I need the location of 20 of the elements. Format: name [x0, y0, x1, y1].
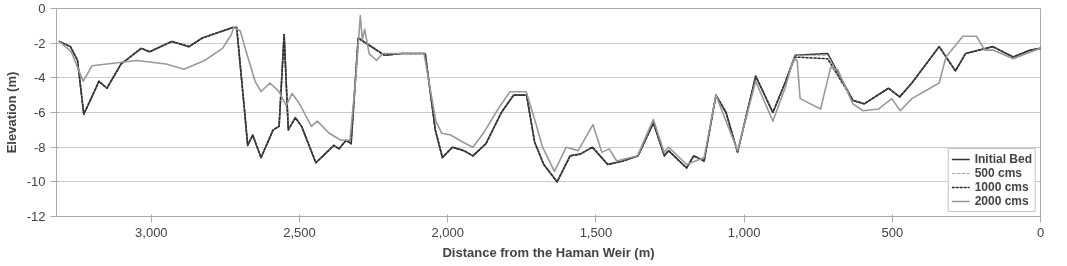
x-tick-label: 1,500: [579, 224, 613, 240]
y-tick-label: -12: [26, 209, 46, 224]
x-tick-label: 0: [1036, 224, 1045, 240]
y-tick-label: 0: [38, 1, 46, 16]
x-tick-label: 3,000: [135, 224, 168, 240]
x-tick-label: 1,000: [727, 224, 761, 240]
y-axis-title: Elevation (m): [3, 71, 19, 154]
y-tick-label: -6: [33, 105, 46, 120]
legend-label: 1000 cms: [974, 180, 1029, 194]
legend-label: 2000 cms: [974, 194, 1029, 208]
x-tick-label: 2,500: [283, 224, 316, 240]
y-tick-label: -4: [33, 70, 46, 86]
legend-label: 500 cms: [974, 166, 1023, 180]
y-tick-label: -10: [26, 174, 46, 190]
legend-label: Initial Bed: [974, 152, 1032, 166]
x-axis-title: Distance from the Haman Weir (m): [442, 244, 655, 260]
y-tick-label: -8: [33, 139, 46, 155]
x-tick-label: 500: [881, 224, 904, 240]
y-tick-label: -2: [33, 35, 46, 51]
x-tick-label: 2,000: [431, 224, 465, 240]
